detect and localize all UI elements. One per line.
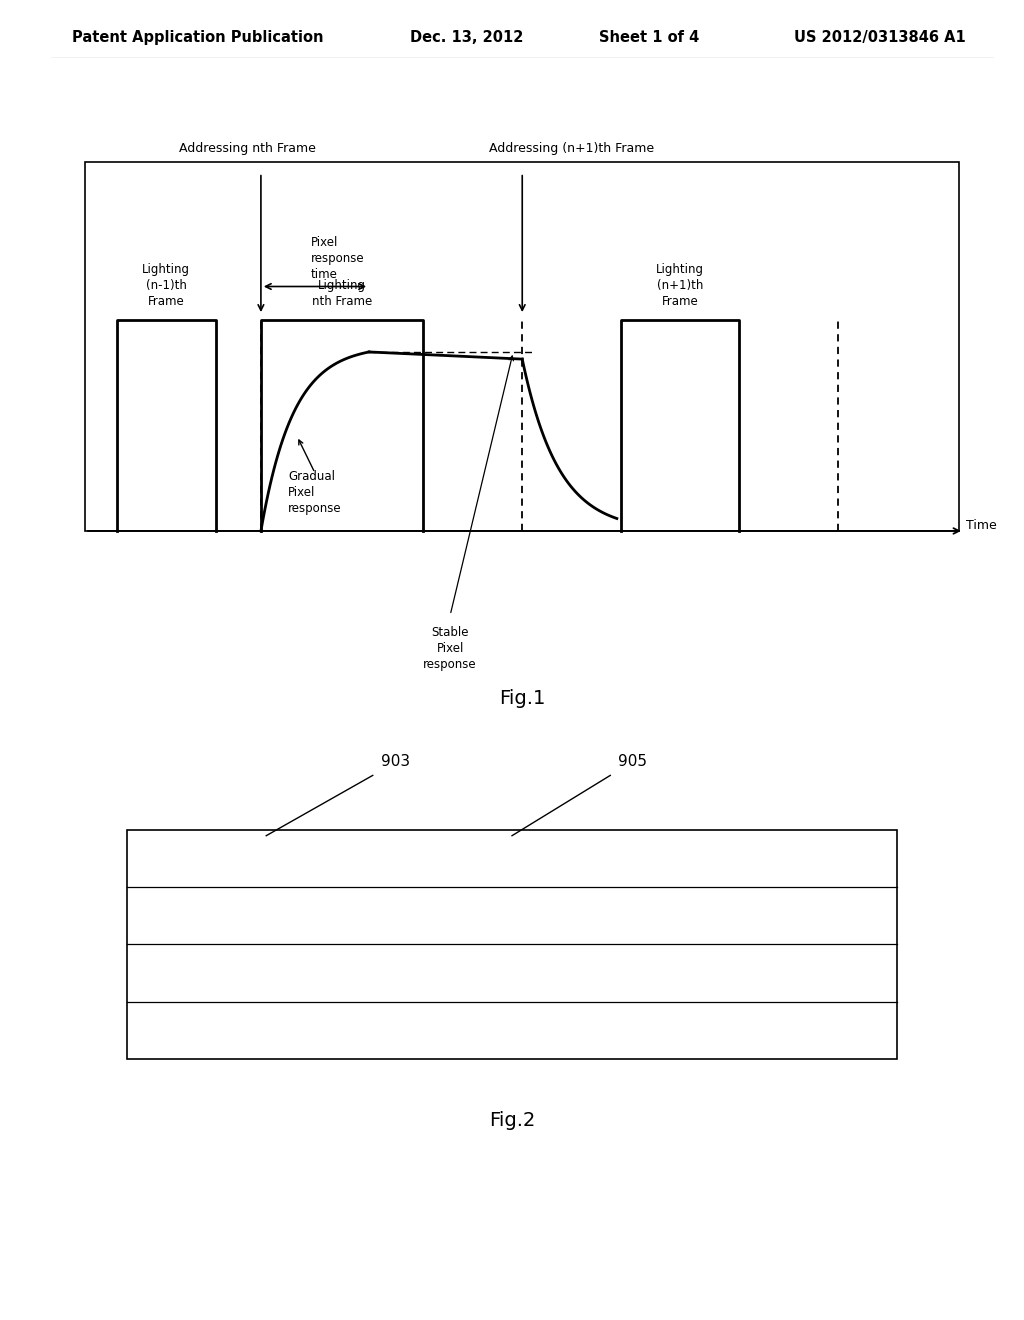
Text: Lighting
(n+1)th
Frame: Lighting (n+1)th Frame	[656, 263, 703, 308]
Bar	[127, 830, 897, 1059]
Text: US 2012/0313846 A1: US 2012/0313846 A1	[794, 30, 966, 45]
Text: 905: 905	[618, 754, 647, 770]
Bar	[85, 162, 959, 531]
Text: 903: 903	[381, 754, 410, 770]
Text: Sheet 1 of 4: Sheet 1 of 4	[599, 30, 699, 45]
Text: Addressing (n+1)th Frame: Addressing (n+1)th Frame	[489, 141, 654, 154]
Text: Patent Application Publication: Patent Application Publication	[72, 30, 324, 45]
Text: Gradual
Pixel
response: Gradual Pixel response	[288, 470, 342, 515]
Text: Lighting
(n-1)th
Frame: Lighting (n-1)th Frame	[142, 263, 190, 308]
Text: Addressing nth Frame: Addressing nth Frame	[179, 141, 315, 154]
Text: Time: Time	[966, 519, 996, 532]
Text: Dec. 13, 2012: Dec. 13, 2012	[410, 30, 523, 45]
Text: Fig.1: Fig.1	[499, 689, 546, 708]
Text: Pixel
response
time: Pixel response time	[310, 236, 365, 281]
Text: Fig.2: Fig.2	[488, 1111, 536, 1130]
Text: Lighting
nth Frame: Lighting nth Frame	[312, 279, 372, 308]
Text: Stable
Pixel
response: Stable Pixel response	[423, 626, 477, 671]
